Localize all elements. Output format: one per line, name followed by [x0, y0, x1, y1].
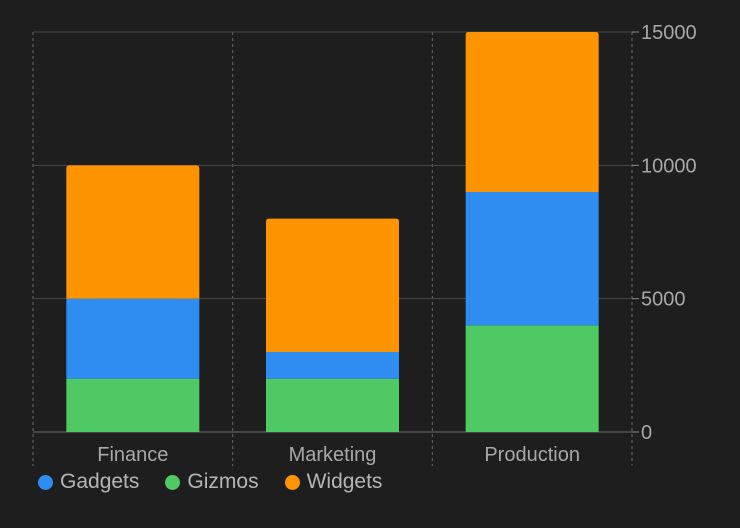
legend: Gadgets Gizmos Widgets [38, 470, 408, 494]
x-category-label: Production [484, 444, 580, 466]
bar-production-gizmos [465, 325, 599, 432]
axis-layer: 0 5000 10000 15000 Finance Marketing Productio… [97, 22, 696, 466]
bars-layer [66, 32, 599, 432]
legend-swatch-gizmos [165, 474, 181, 490]
bar-production-gadgets [465, 192, 599, 326]
bar-marketing-gadgets [266, 352, 399, 379]
bar-production-widgets [465, 32, 599, 192]
x-category-label: Marketing [289, 444, 377, 466]
legend-label-gizmos: Gizmos [187, 470, 259, 493]
y-tick-label: 15000 [641, 22, 697, 44]
bar-marketing-gizmos [266, 378, 399, 432]
y-tick-label: 10000 [641, 155, 697, 177]
legend-label-gadgets: Gadgets [60, 470, 140, 493]
y-tick-label: 5000 [641, 289, 686, 311]
legend-item-gadgets: Gadgets [38, 470, 139, 494]
legend-label-widgets: Widgets [306, 470, 383, 493]
bar-finance-gizmos [66, 378, 200, 432]
x-category-label: Finance [97, 444, 168, 466]
bar-marketing-widgets [266, 218, 399, 352]
legend-item-gizmos: Gizmos [165, 470, 259, 494]
y-tick-label: 0 [641, 422, 652, 444]
legend-item-widgets: Widgets [284, 470, 383, 494]
legend-swatch-widgets [284, 474, 300, 490]
legend-swatch-gadgets [38, 474, 53, 490]
bar-finance-widgets [66, 165, 200, 299]
bar-finance-gadgets [66, 298, 200, 379]
